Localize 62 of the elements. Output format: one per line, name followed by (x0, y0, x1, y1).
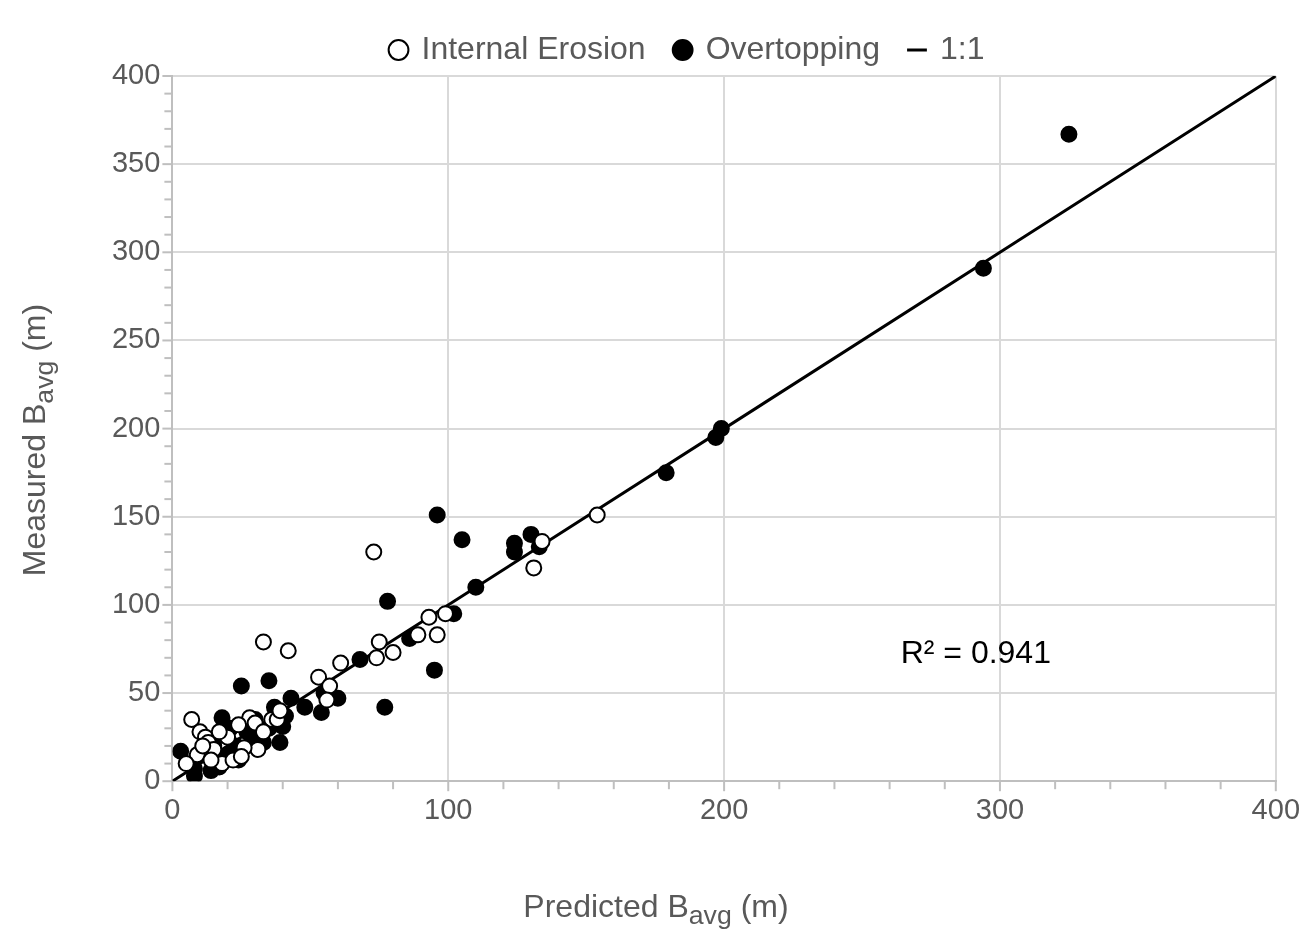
point (420, 608, 438, 626)
point (368, 649, 386, 667)
point (365, 543, 383, 561)
point (210, 723, 228, 741)
point (370, 633, 388, 651)
point (428, 506, 446, 524)
legend-label: 1:1 (939, 29, 985, 66)
point (453, 531, 471, 549)
point (271, 702, 289, 720)
point (271, 733, 289, 751)
y-tick-label: 150 (111, 498, 161, 531)
point (230, 716, 248, 734)
point (177, 755, 195, 773)
point (318, 691, 336, 709)
x-tick-label: 300 (975, 792, 1025, 825)
y-tick-label: 200 (111, 410, 161, 443)
point (351, 651, 369, 669)
y-tick-label: 50 (128, 675, 161, 708)
point (384, 644, 402, 661)
legend-label: Internal Erosion (421, 29, 646, 66)
x-tick-label: 400 (1251, 792, 1300, 825)
x-tick-label: 100 (424, 792, 473, 825)
annotation: R² = 0.941 (900, 634, 1051, 671)
point (332, 654, 350, 672)
point (254, 633, 272, 651)
point (657, 464, 675, 482)
point (172, 742, 190, 760)
point (425, 661, 443, 679)
point (467, 578, 485, 596)
x-tick-label: 200 (699, 792, 749, 825)
legend-label: Overtopping (705, 29, 880, 66)
y-tick-label: 300 (111, 234, 161, 267)
point (183, 711, 201, 728)
y-tick-label: 0 (144, 763, 161, 796)
point (296, 698, 314, 716)
point (254, 723, 272, 741)
point (525, 559, 543, 577)
point (312, 703, 330, 721)
point (279, 642, 297, 660)
point (310, 668, 328, 686)
y-tick-label: 400 (111, 58, 161, 90)
point (202, 751, 220, 769)
point (232, 677, 250, 695)
point (428, 626, 446, 644)
point (321, 677, 339, 695)
y-tick-label: 250 (111, 322, 161, 355)
x-axis-title: Predicted B$_{avg}$ (m) (522, 888, 790, 932)
point (409, 626, 427, 644)
point (260, 672, 278, 690)
point (707, 428, 725, 446)
point (282, 689, 300, 707)
point (436, 605, 454, 623)
y-tick-label: 100 (111, 586, 161, 619)
point (533, 532, 551, 550)
point (376, 698, 394, 716)
point (588, 506, 606, 524)
point (1060, 125, 1078, 143)
point (974, 259, 992, 277)
y-tick-label: 350 (111, 146, 161, 179)
x-tick-label: 0 (164, 792, 181, 825)
point (379, 592, 397, 610)
point (194, 737, 212, 755)
